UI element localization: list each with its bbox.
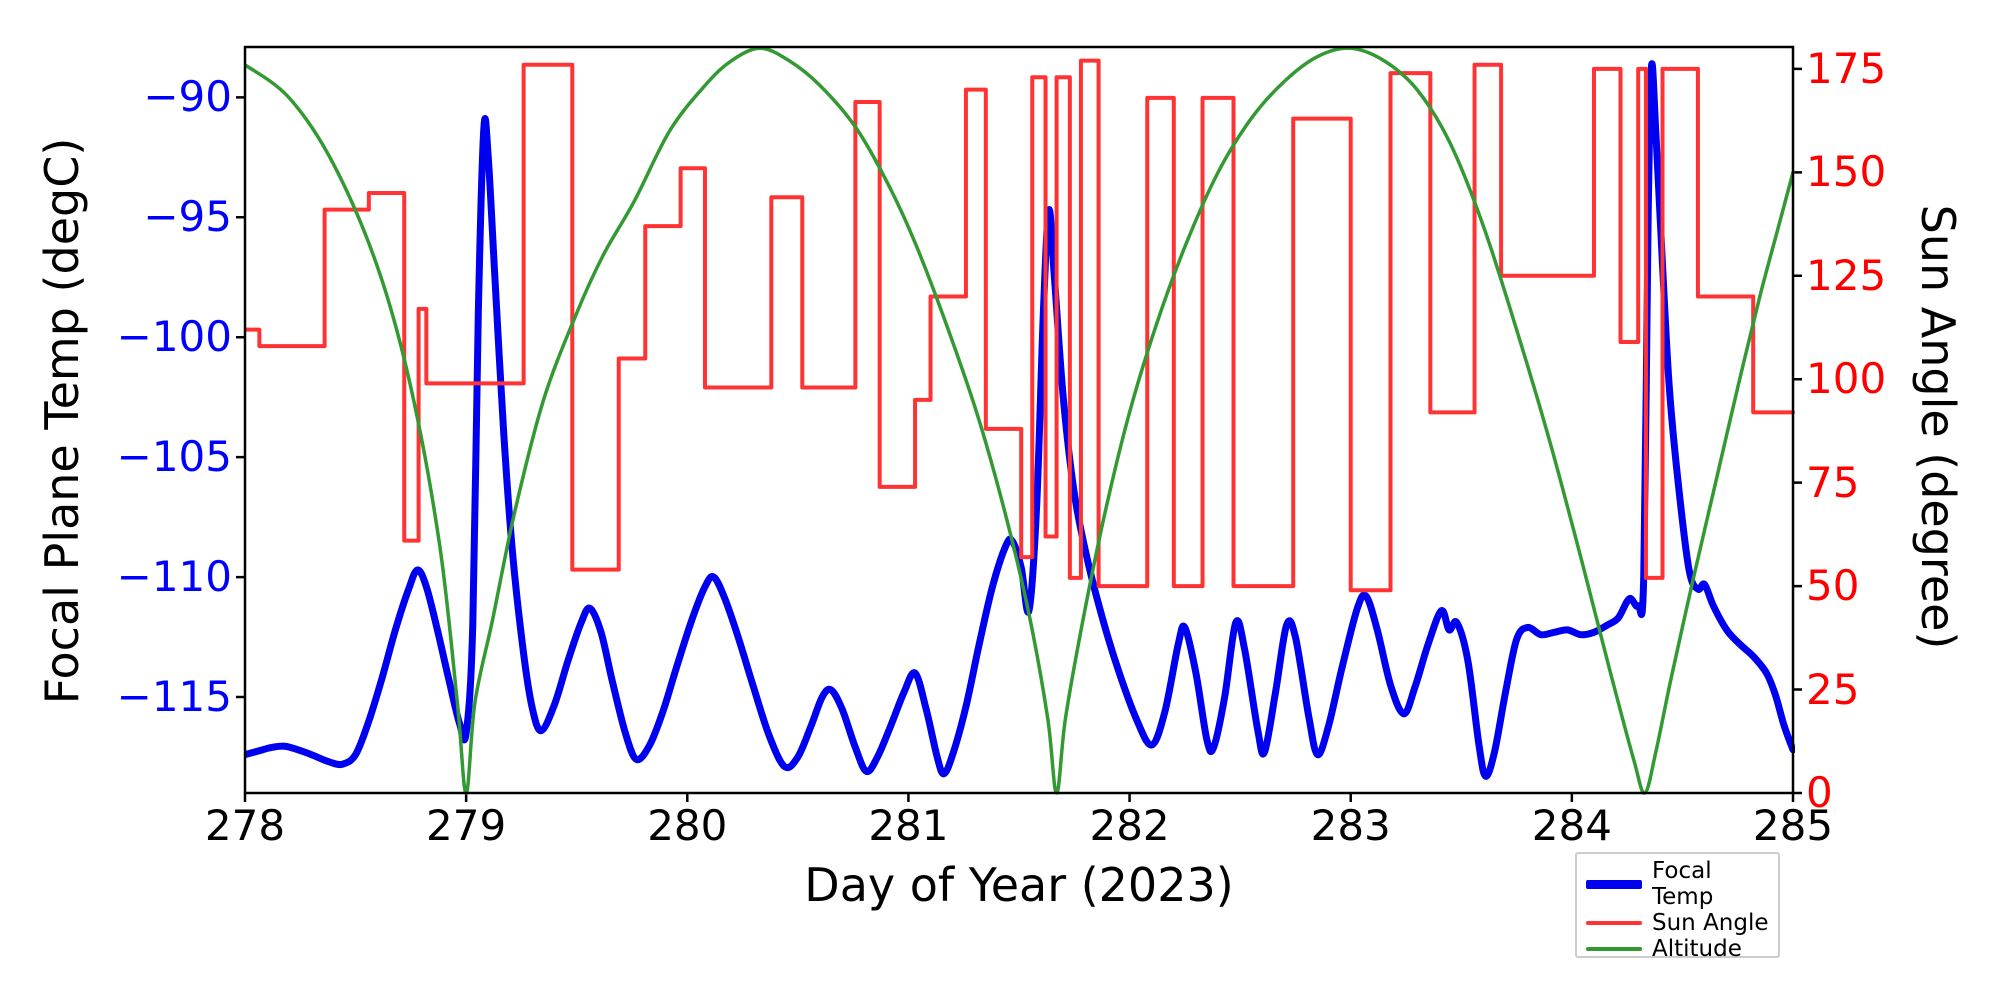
left-y-tick-label: −100 — [116, 312, 232, 362]
focal-temp-line — [244, 60, 1795, 780]
axis-tick-marks — [236, 67, 1802, 802]
x-tick-label: 278 — [204, 801, 286, 850]
x-tick-label: 285 — [1752, 801, 1834, 850]
x-tick-label: 281 — [868, 801, 949, 850]
x-axis-label: Day of Year (2023) — [804, 858, 1234, 912]
right-y-tick-label: 100 — [1806, 354, 1887, 404]
right-y-tick-label: 0 — [1806, 768, 1833, 817]
right-y-tick-label: 50 — [1806, 561, 1860, 611]
legend-item-altitude: Altitude — [1577, 936, 1778, 962]
right-y-tick-label: 75 — [1806, 457, 1860, 507]
x-tick-label: 280 — [647, 801, 728, 850]
x-tick-label: 279 — [426, 801, 507, 850]
right-y-tick-label: 150 — [1806, 147, 1887, 197]
legend-item-focal-temp: Focal Temp — [1577, 858, 1778, 910]
left-y-tick-label: −110 — [116, 552, 232, 602]
x-tick-label: 282 — [1089, 801, 1170, 850]
x-tick-label: 284 — [1531, 801, 1612, 850]
right-y-tick-label: 175 — [1806, 43, 1887, 93]
legend: Focal Temp Sun Angle Altitude — [1575, 852, 1780, 962]
sun-angle-line — [244, 58, 1795, 593]
left-y-tick-label: −95 — [143, 192, 232, 242]
x-tick-label: 283 — [1310, 801, 1391, 850]
axes-spine-box — [243, 45, 1795, 795]
right-y-axis-label: Sun Angle (degree) — [1911, 204, 1965, 650]
right-y-tick-label: 25 — [1806, 664, 1860, 714]
series-group — [244, 46, 1795, 795]
right-y-tick-label: 125 — [1806, 250, 1887, 300]
focal-temp-line-swatch — [1586, 879, 1642, 889]
left-y-tick-label: −115 — [116, 672, 232, 722]
altitude-line-swatch — [1586, 946, 1642, 952]
legend-item-sun-angle: Sun Angle — [1577, 910, 1778, 936]
legend-label-focal-temp: Focal Temp — [1652, 858, 1714, 910]
legend-label-sun-angle: Sun Angle — [1652, 910, 1769, 936]
legend-label-altitude: Altitude — [1652, 936, 1742, 962]
left-y-tick-label: −105 — [116, 432, 232, 482]
left-y-axis-label: Focal Plane Temp (degC) — [35, 137, 89, 705]
left-y-tick-label: −90 — [143, 72, 232, 122]
sun-angle-line-swatch — [1586, 920, 1642, 926]
